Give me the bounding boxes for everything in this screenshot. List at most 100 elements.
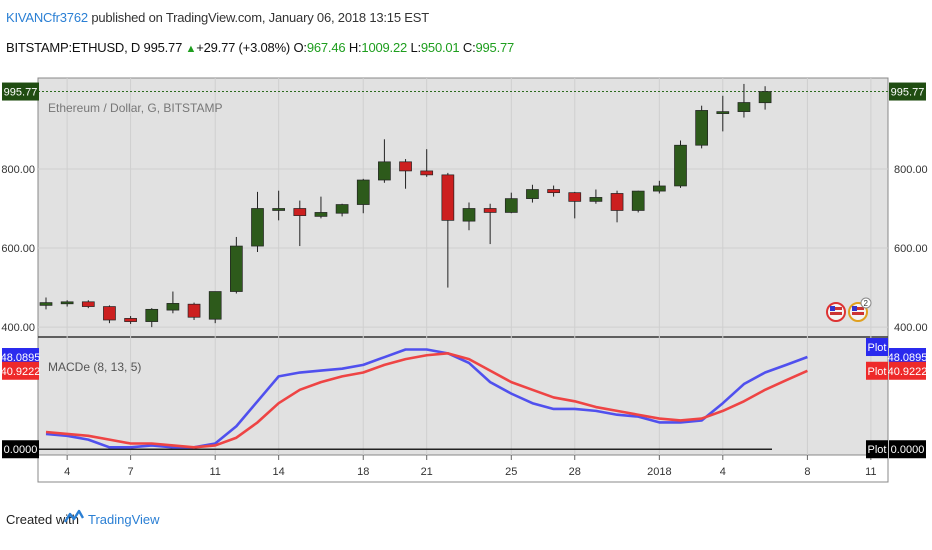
macd-line[interactable]	[45, 348, 808, 449]
symbol-name: BITSTAMP:ETHUSD, D	[6, 40, 141, 55]
candle[interactable]	[589, 197, 603, 202]
x-tick-label: 11	[209, 466, 220, 478]
candle[interactable]	[758, 91, 772, 104]
zero-badge-left-text: 0.0000	[4, 444, 38, 456]
candle[interactable]	[568, 192, 582, 202]
candle[interactable]	[60, 301, 74, 305]
candle[interactable]	[103, 306, 116, 321]
up-arrow-icon: ▲	[185, 43, 197, 55]
candle[interactable]	[737, 102, 751, 112]
candle[interactable]	[230, 245, 243, 292]
x-tick-label: 21	[421, 466, 433, 478]
candle[interactable]	[166, 303, 180, 311]
candle[interactable]	[314, 212, 328, 217]
x-tick-label: 4	[720, 466, 726, 478]
low-label: L:	[410, 40, 421, 55]
y-tick-label-right: 600.00	[894, 243, 928, 255]
x-tick-label: 4	[64, 466, 70, 478]
y-tick-label-left: 400.00	[1, 322, 35, 334]
macd-badge-left	[2, 348, 39, 367]
candle[interactable]	[251, 208, 264, 247]
candle[interactable]	[81, 301, 95, 307]
candle[interactable]	[441, 174, 455, 221]
candle[interactable]	[39, 302, 53, 306]
last-price-badge-right-text: 995.77	[891, 87, 925, 99]
candle[interactable]	[547, 189, 560, 194]
svg-text:2: 2	[864, 299, 869, 308]
candle[interactable]	[208, 291, 222, 320]
close-value: 995.77	[475, 40, 515, 55]
x-tick-label: 11	[865, 466, 876, 478]
candle[interactable]	[399, 161, 412, 172]
close-label: C:	[462, 40, 476, 55]
high-label: H:	[348, 40, 362, 55]
zero-badge-left	[2, 440, 39, 459]
plot-badge-signal-text: Plot	[868, 366, 887, 378]
x-tick-label: 7	[128, 466, 134, 478]
tradingview-logo-icon[interactable]	[64, 509, 84, 525]
y-tick-label-left: 600.00	[1, 243, 35, 255]
candle[interactable]	[526, 189, 539, 199]
candle[interactable]	[631, 190, 645, 211]
candle[interactable]	[674, 144, 687, 187]
x-tick-label: 2018	[647, 466, 671, 478]
signal-line[interactable]	[45, 352, 808, 449]
publish-info: published on TradingView.com, January 06…	[91, 10, 429, 25]
candle[interactable]	[293, 208, 307, 216]
macd-badge-right	[889, 348, 926, 367]
candle[interactable]	[420, 170, 434, 176]
us-flag-badge-icon[interactable]	[826, 302, 846, 322]
candle[interactable]	[124, 318, 137, 322]
high-value: 1009.22	[361, 40, 408, 55]
plot-badge-macd	[866, 338, 888, 357]
candle[interactable]	[145, 308, 159, 322]
candle[interactable]	[652, 185, 666, 192]
candle[interactable]	[483, 208, 497, 213]
zero-badge-right-text: 0.0000	[891, 444, 925, 456]
chart-canvas[interactable]: 4 7 11 14 18 21 25 28 2018 4 8 11 400.00 400.00 600.00…	[0, 72, 932, 490]
price-pane-title: Ethereum / Dollar, G, BITSTAMP	[48, 101, 223, 115]
open-label: O:	[293, 40, 308, 55]
x-tick-label: 14	[273, 466, 285, 478]
signal-badge-left-text: 40.9222	[1, 366, 41, 378]
time-axis[interactable]	[37, 454, 889, 483]
last-price: 995.77	[143, 40, 183, 55]
open-value: 967.46	[306, 40, 346, 55]
author-link[interactable]: KIVANCfr3762	[6, 10, 88, 25]
price-change: +29.77 (+3.08%)	[196, 40, 291, 55]
created-with-text: Created with	[6, 512, 79, 527]
x-tick-label: 28	[569, 466, 581, 478]
plot-badge-zero	[866, 440, 888, 459]
candle[interactable]	[378, 161, 391, 181]
last-price-badge-right	[889, 82, 926, 101]
publish-line: KIVANCfr3762 published on TradingView.co…	[6, 10, 429, 25]
candle[interactable]	[695, 110, 709, 146]
y-tick-label-left: 800.00	[1, 164, 35, 176]
us-flag-earnings-badge-icon[interactable]: 2	[848, 297, 872, 322]
candle[interactable]	[610, 193, 624, 211]
last-price-badge-left-text: 995.77	[4, 87, 38, 99]
candle[interactable]	[716, 111, 730, 114]
chart-header: KIVANCfr3762 published on TradingView.co…	[0, 0, 932, 72]
plot-badge-zero-text: Plot	[868, 444, 887, 456]
x-tick-label: 8	[804, 466, 810, 478]
price-pane[interactable]	[37, 77, 889, 338]
candle[interactable]	[187, 303, 201, 318]
candle[interactable]	[356, 179, 370, 205]
candle[interactable]	[462, 208, 476, 222]
macd-pane[interactable]	[37, 336, 889, 456]
footer: Created with TradingView	[0, 490, 932, 550]
signal-badge-right	[889, 361, 926, 380]
y-tick-label-right: 800.00	[894, 164, 928, 176]
candle[interactable]	[272, 208, 285, 211]
candle[interactable]	[504, 198, 518, 213]
low-value: 950.01	[420, 40, 460, 55]
x-tick-label: 18	[357, 466, 369, 478]
tradingview-link[interactable]: TradingView	[88, 512, 160, 527]
y-tick-label-right: 400.00	[894, 322, 928, 334]
candle[interactable]	[335, 204, 349, 214]
macd-badge-right-text: 48.0895	[888, 352, 928, 364]
plot-badge-macd-text: Plot	[868, 342, 887, 354]
signal-badge-right-text: 40.9222	[888, 366, 928, 378]
x-tick-label: 25	[505, 466, 517, 478]
